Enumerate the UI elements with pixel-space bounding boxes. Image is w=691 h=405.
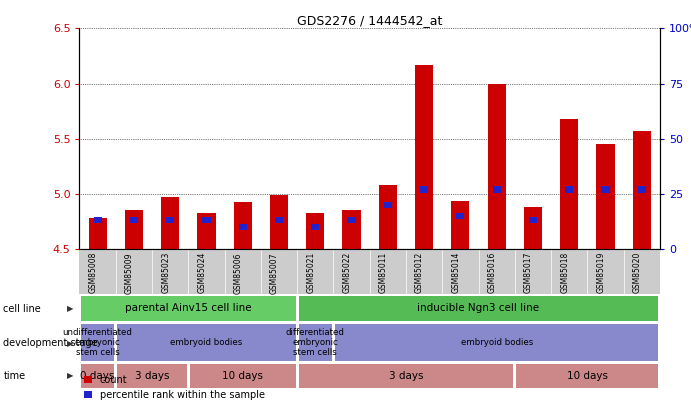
Bar [493, 186, 501, 192]
Bar [161, 197, 179, 249]
Text: embryoid bodies: embryoid bodies [460, 338, 533, 347]
Text: GSM85022: GSM85022 [343, 252, 352, 293]
Bar [166, 217, 174, 224]
Text: 3 days: 3 days [135, 371, 169, 381]
Bar [488, 83, 506, 249]
Bar [81, 296, 296, 321]
Text: GSM85008: GSM85008 [88, 252, 97, 294]
Text: GSM85024: GSM85024 [198, 252, 207, 294]
Bar [238, 224, 247, 230]
Bar [306, 213, 324, 249]
Bar [524, 207, 542, 249]
Text: ▶: ▶ [67, 339, 73, 347]
Bar [348, 217, 356, 224]
Bar [81, 324, 114, 361]
Title: GDS2276 / 1444542_at: GDS2276 / 1444542_at [297, 14, 442, 27]
Text: differentiated
embryonic
stem cells: differentiated embryonic stem cells [286, 328, 345, 357]
Text: 0 days: 0 days [80, 371, 115, 381]
Bar [81, 364, 114, 388]
Bar [299, 296, 659, 321]
Text: GSM85017: GSM85017 [524, 252, 533, 294]
Text: GSM85019: GSM85019 [596, 252, 605, 294]
Bar [633, 131, 651, 249]
Text: GSM85020: GSM85020 [633, 252, 642, 294]
Bar [311, 224, 319, 230]
Text: GSM85014: GSM85014 [451, 252, 460, 294]
Bar [343, 211, 361, 249]
Bar [415, 65, 433, 249]
Bar [299, 324, 332, 361]
Bar [202, 217, 211, 224]
Bar [638, 186, 646, 192]
Bar [270, 195, 288, 249]
Text: cell line: cell line [3, 304, 41, 313]
Text: 10 days: 10 days [223, 371, 263, 381]
Text: GSM85023: GSM85023 [161, 252, 170, 294]
Text: embryoid bodies: embryoid bodies [170, 338, 243, 347]
Bar [125, 211, 143, 249]
Text: GSM85016: GSM85016 [488, 252, 497, 294]
Text: 3 days: 3 days [389, 371, 423, 381]
Bar [420, 186, 428, 192]
Text: undifferentiated
embryonic
stem cells: undifferentiated embryonic stem cells [63, 328, 133, 357]
Legend: count, percentile rank within the sample: count, percentile rank within the sample [84, 375, 265, 400]
Bar [601, 186, 609, 192]
Bar [379, 185, 397, 249]
Text: 10 days: 10 days [567, 371, 608, 381]
Bar [234, 202, 252, 249]
Text: GSM85021: GSM85021 [306, 252, 315, 293]
Text: GSM85007: GSM85007 [270, 252, 279, 294]
Text: ▶: ▶ [67, 304, 73, 313]
Bar [93, 217, 102, 224]
Text: development stage: development stage [3, 338, 98, 348]
Text: GSM85009: GSM85009 [125, 252, 134, 294]
Bar [130, 217, 138, 224]
Bar [117, 324, 296, 361]
Bar [117, 364, 187, 388]
Bar [529, 217, 537, 224]
Bar [88, 218, 106, 249]
Bar [565, 186, 574, 192]
Bar [516, 364, 659, 388]
Bar [384, 202, 392, 208]
Bar [198, 213, 216, 249]
Bar [335, 324, 659, 361]
Text: GSM85012: GSM85012 [415, 252, 424, 293]
Bar [596, 144, 614, 249]
Bar [451, 200, 469, 249]
Text: time: time [3, 371, 26, 381]
Bar [299, 364, 513, 388]
Bar [560, 119, 578, 249]
Bar [190, 364, 296, 388]
Text: GSM85011: GSM85011 [379, 252, 388, 293]
Bar [456, 213, 464, 219]
Text: GSM85018: GSM85018 [560, 252, 569, 293]
Text: ▶: ▶ [67, 371, 73, 380]
Bar [275, 217, 283, 224]
Text: GSM85006: GSM85006 [234, 252, 243, 294]
Text: parental Ainv15 cell line: parental Ainv15 cell line [125, 303, 252, 313]
Text: inducible Ngn3 cell line: inducible Ngn3 cell line [417, 303, 540, 313]
